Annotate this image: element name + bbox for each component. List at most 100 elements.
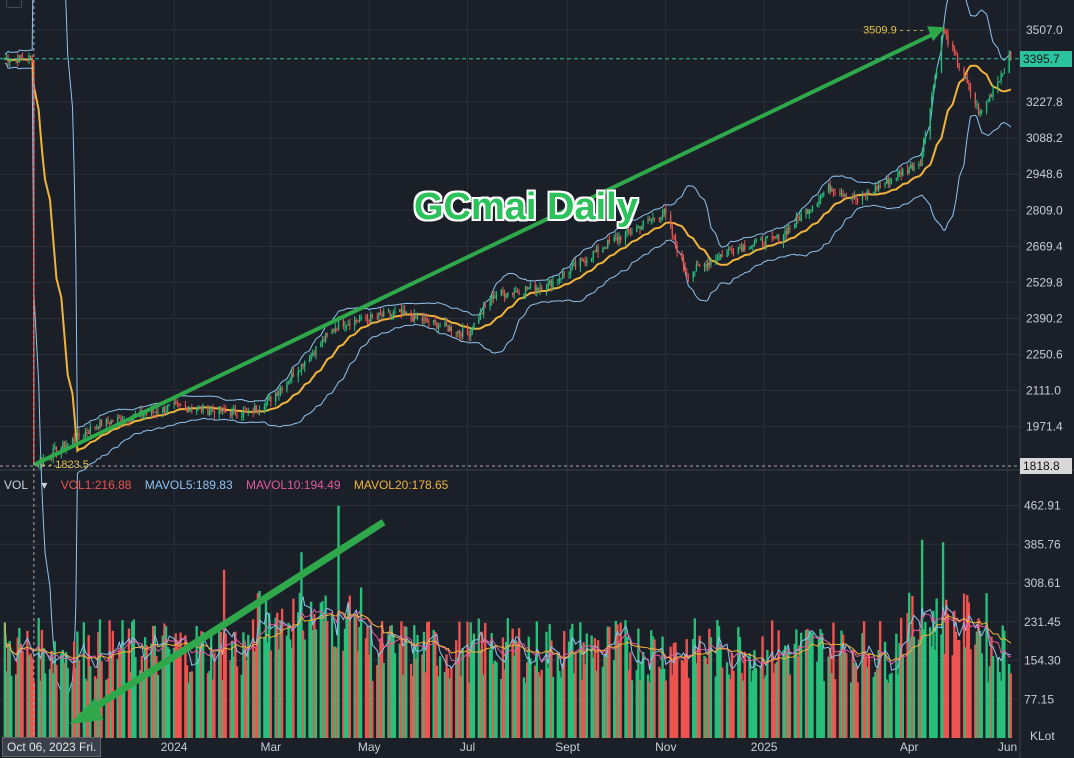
volume-bar	[517, 628, 521, 738]
candle-body	[821, 194, 823, 197]
volume-bar	[887, 682, 890, 738]
volume-bar	[18, 627, 21, 738]
candle-body	[331, 329, 333, 335]
time-tick-label: Jul	[460, 740, 475, 754]
candle-body	[210, 409, 212, 412]
candle-body	[370, 314, 372, 323]
candle-body	[195, 409, 198, 411]
volume-bar	[309, 601, 313, 738]
volume-bar	[590, 635, 593, 738]
candle-body	[868, 191, 870, 194]
volume-bar	[234, 631, 237, 738]
volume-bar	[879, 621, 882, 738]
volume-bar	[795, 629, 798, 738]
candle-body	[818, 200, 820, 204]
volume-bar	[775, 661, 779, 738]
volume-bar	[704, 657, 708, 738]
volume-bar	[817, 636, 821, 738]
candle-body	[83, 435, 85, 437]
volume-tick-label: 308.61	[1024, 576, 1061, 590]
volume-bar	[800, 632, 803, 738]
volume-bar	[416, 634, 419, 738]
candle-body	[423, 318, 425, 322]
volume-bar	[176, 640, 179, 738]
candle-body	[547, 282, 549, 289]
volume-bar	[168, 648, 171, 738]
candle-body	[323, 339, 325, 342]
volume-bar	[222, 569, 226, 738]
volume-bar	[438, 656, 442, 738]
candle-body	[491, 294, 493, 302]
candle-body	[703, 264, 706, 267]
candle-body	[247, 409, 249, 413]
candle-body	[266, 397, 269, 402]
volume-bar	[698, 635, 701, 738]
volume-bar	[443, 671, 447, 738]
candle-body	[353, 319, 356, 327]
candle-body	[175, 402, 177, 404]
candle-body	[71, 438, 74, 444]
volume-bar	[675, 657, 679, 738]
legend-mavol5: MAVOL5:189.83	[144, 478, 233, 492]
volume-indicator-name[interactable]: VOL ▾	[4, 478, 48, 492]
candle-body	[648, 219, 651, 221]
candle-body	[144, 413, 146, 415]
volume-bar	[52, 673, 55, 738]
volume-bar	[966, 595, 969, 738]
volume-bar	[359, 587, 363, 738]
candle-body	[320, 343, 322, 347]
candle-body	[932, 86, 935, 96]
volume-bar	[345, 618, 348, 738]
volume-bar	[488, 649, 492, 738]
candle-body	[200, 406, 203, 412]
volume-bar	[793, 643, 796, 738]
candle-body	[516, 290, 519, 293]
candle-body	[1008, 54, 1010, 73]
candle-body	[539, 287, 541, 290]
volume-bar	[501, 637, 505, 738]
volume-bar	[838, 650, 842, 738]
volume-bar	[247, 634, 250, 738]
candle-body	[844, 195, 846, 197]
volume-bar	[833, 679, 837, 738]
candle-body	[602, 248, 604, 253]
candle-body	[845, 195, 848, 199]
candle-body	[389, 311, 391, 316]
volume-bars	[3, 505, 1012, 738]
candle-body	[873, 192, 875, 194]
candle-body	[684, 267, 686, 273]
volume-bar	[635, 670, 638, 738]
candle-body	[943, 29, 946, 32]
volume-bar	[958, 639, 961, 738]
volume-bar	[276, 612, 279, 738]
volume-bar	[864, 656, 867, 738]
volume-bar	[121, 620, 124, 738]
candle-body	[313, 352, 316, 355]
candle-body	[241, 416, 243, 418]
volume-bar	[625, 637, 629, 738]
candle-body	[168, 404, 170, 406]
volume-bar	[685, 639, 688, 738]
volume-bar	[751, 670, 755, 738]
candle-body	[536, 287, 538, 292]
chart-menu-button[interactable]	[6, 0, 22, 8]
volume-bar	[683, 654, 687, 738]
trend-arrow-line	[32, 32, 934, 467]
volume-bar	[455, 640, 458, 738]
volume-bar	[184, 635, 187, 738]
candle-body	[902, 169, 904, 176]
volume-bar	[256, 593, 260, 738]
candle-body	[18, 55, 21, 63]
candle-body	[484, 305, 486, 307]
lower-band	[4, 63, 1012, 705]
volume-bar	[579, 622, 582, 738]
candle-body	[935, 71, 938, 76]
volume-bar	[845, 653, 848, 738]
candle-body	[10, 59, 12, 62]
candle-body	[382, 311, 385, 317]
volume-bar	[264, 600, 268, 738]
candle-body	[557, 280, 559, 282]
volume-bar	[650, 630, 653, 738]
volume-bar	[448, 678, 451, 738]
